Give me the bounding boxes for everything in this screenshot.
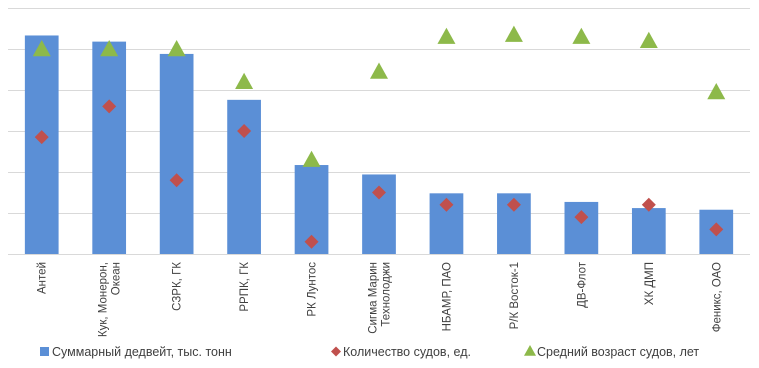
- legend-label-2: Средний возраст судов, лет: [537, 345, 699, 359]
- x-tick-label-3: РРПК, ГК: [239, 262, 251, 312]
- x-tick-label-line: Океан: [111, 262, 123, 295]
- age-point-2: [167, 40, 186, 57]
- legend-item-2: Средний возраст судов, лет: [524, 345, 699, 359]
- bar-8: [564, 201, 599, 254]
- count-point-2: [169, 173, 184, 188]
- x-tick-label-2: СЗРК, ГК: [172, 262, 184, 311]
- legend: Суммарный дедвейт, тыс. тонн Количество с…: [40, 345, 699, 359]
- x-tick-labels: Антей Кук, Монерон,Океан СЗРК, ГК РРПК, ГК Р…: [37, 261, 724, 337]
- x-tick-label-line: Сигма Марин: [368, 262, 380, 334]
- x-tick-label-line: Технолоджи: [381, 262, 393, 327]
- count-point-1: [102, 99, 117, 114]
- legend-label-1: Количество судов, ед.: [343, 345, 471, 359]
- bar-1: [92, 41, 127, 255]
- count-point-3: [237, 124, 252, 138]
- age-point-3: [235, 72, 254, 89]
- legend-item-0: Суммарный дедвейт, тыс. тонн: [40, 345, 232, 359]
- count-point-6: [439, 197, 454, 212]
- x-tick-label-0: Антей: [37, 262, 49, 294]
- x-tick-label-line: РК Лунтос: [307, 262, 319, 317]
- x-tick-label-line: СЗРК, ГК: [172, 262, 184, 311]
- x-tick-label-9: ХК ДМП: [644, 262, 656, 305]
- count-point-5: [372, 185, 386, 200]
- legend-swatch-1: [331, 346, 341, 357]
- x-tick-label-line: Антей: [37, 262, 49, 294]
- x-tick-label-5: Сигма МаринТехнолоджи: [368, 262, 393, 334]
- x-tick-label-line: ДВ-Флот: [576, 261, 588, 308]
- count-point-8: [574, 210, 589, 225]
- x-tick-label-7: Р/К Восток-1: [509, 262, 521, 329]
- x-tick-label-line: Кук, Монерон,: [98, 262, 110, 337]
- x-tick-label-line: Феникс, ОАО: [711, 262, 723, 332]
- x-tick-label-10: Феникс, ОАО: [711, 262, 723, 332]
- age-point-4: [302, 150, 321, 167]
- x-tick-label-line: РРПК, ГК: [239, 262, 251, 312]
- count-point-4: [304, 234, 319, 249]
- legend-swatch-0: [40, 347, 49, 356]
- gridlines: [8, 8, 750, 214]
- legend-item-1: Количество судов, ед.: [331, 345, 471, 359]
- age-point-7: [504, 25, 523, 42]
- age-point-6: [437, 27, 456, 44]
- age-point-0: [32, 40, 51, 57]
- x-tick-label-line: Р/К Восток-1: [509, 262, 521, 329]
- count-point-0: [34, 130, 49, 145]
- x-tick-label-8: ДВ-Флот: [576, 261, 588, 308]
- age-point-8: [572, 27, 591, 44]
- age-point-5: [370, 62, 388, 79]
- x-tick-label-6: НБАМР, ПАО: [441, 262, 453, 331]
- age-point-9: [639, 31, 658, 48]
- marker-series: [32, 25, 726, 249]
- x-tick-label-line: ХК ДМП: [644, 262, 656, 305]
- count-point-10: [709, 222, 724, 237]
- bar-0: [24, 35, 59, 254]
- age-point-1: [100, 40, 119, 57]
- x-tick-label-1: Кук, Монерон,Океан: [98, 262, 123, 337]
- x-tick-label-line: НБАМР, ПАО: [441, 262, 453, 331]
- x-tick-label-4: РК Лунтос: [307, 262, 319, 317]
- legend-label-0: Суммарный дедвейт, тыс. тонн: [52, 345, 232, 359]
- bar-9: [631, 208, 666, 254]
- count-point-7: [506, 197, 521, 212]
- bar-2: [159, 53, 194, 254]
- age-point-10: [707, 83, 726, 100]
- bar-3: [227, 99, 261, 254]
- legend-swatch-2: [524, 345, 536, 356]
- bar-series: [24, 35, 734, 255]
- count-point-9: [641, 197, 656, 212]
